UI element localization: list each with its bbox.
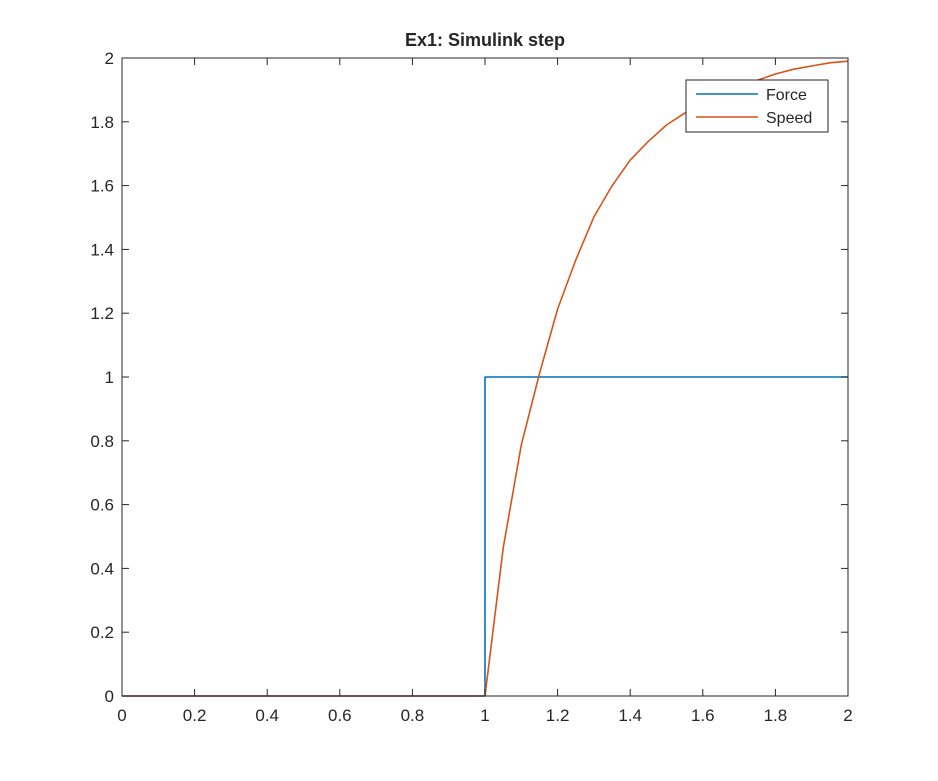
x-tick-label: 1.4 [618,706,642,725]
x-tick-label: 0 [117,706,126,725]
x-tick-label: 1.6 [691,706,715,725]
x-tick-label: 1.8 [764,706,788,725]
legend-box [685,79,829,133]
legend: Force Speed [685,79,829,133]
x-tick-label: 0.8 [401,706,425,725]
y-tick-label: 0 [105,687,114,706]
x-tick-label: 0.6 [328,706,352,725]
legend-label-speed: Speed [766,110,812,127]
y-tick-label: 1.8 [90,113,114,132]
y-tick-label: 0.8 [90,432,114,451]
y-tick-label: 1.6 [90,177,114,196]
y-tick-label: 0.2 [90,623,114,642]
axes-box [121,57,849,697]
y-tick-label: 1.2 [90,304,114,323]
x-tick-label: 0.4 [255,706,279,725]
legend-label-force: Force [766,87,807,104]
chart-title: Ex1: Simulink step [405,30,565,50]
x-tick-label: 2 [843,706,852,725]
x-tick-label: 1 [480,706,489,725]
y-tick-label: 1 [105,368,114,387]
y-tick-label: 0.6 [90,496,114,515]
y-tick-label: 0.4 [90,559,114,578]
x-tick-label: 0.2 [183,706,207,725]
ticks-layer: 0 0.2 0.4 0.6 0.8 1 1.2 1.4 1.6 1.8 2 0 0.2 0.4 0.6 0.8… [90,49,852,725]
x-tick-label: 1.2 [546,706,570,725]
y-tick-label: 1.4 [90,240,114,259]
y-tick-label: 2 [105,49,114,68]
series-line-speed [122,60,849,697]
